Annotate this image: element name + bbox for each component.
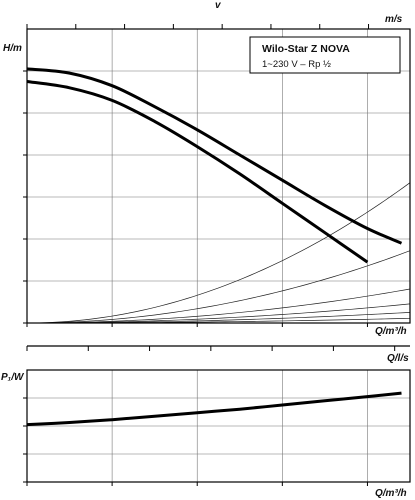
system-curve bbox=[26, 182, 411, 324]
title-box bbox=[249, 36, 401, 74]
plot-frame bbox=[26, 369, 411, 483]
top-axis-unit: m/s bbox=[385, 14, 403, 25]
chart-subtitle: 1~230 V – Rp ½ bbox=[262, 59, 331, 70]
power-curve-line bbox=[26, 391, 402, 427]
chart-title: Wilo-Star Z NOVA bbox=[262, 43, 350, 55]
system-curve bbox=[26, 288, 411, 324]
top-axis-unit-power: Q/l/s bbox=[387, 353, 409, 364]
system-curve bbox=[26, 250, 411, 324]
pump-curve-line bbox=[26, 67, 403, 245]
pump-curve-line bbox=[26, 80, 369, 264]
top-axis-label: v bbox=[215, 0, 222, 11]
x-axis-label-head: Q/m³/h bbox=[375, 326, 407, 337]
y-axis-label-head: H/m bbox=[3, 43, 22, 54]
x-axis-label-power: Q/m³/h bbox=[375, 488, 407, 499]
plot-frame bbox=[26, 28, 411, 324]
power-chart bbox=[23, 345, 411, 486]
y-axis-label-power: P₁/W bbox=[1, 372, 25, 383]
